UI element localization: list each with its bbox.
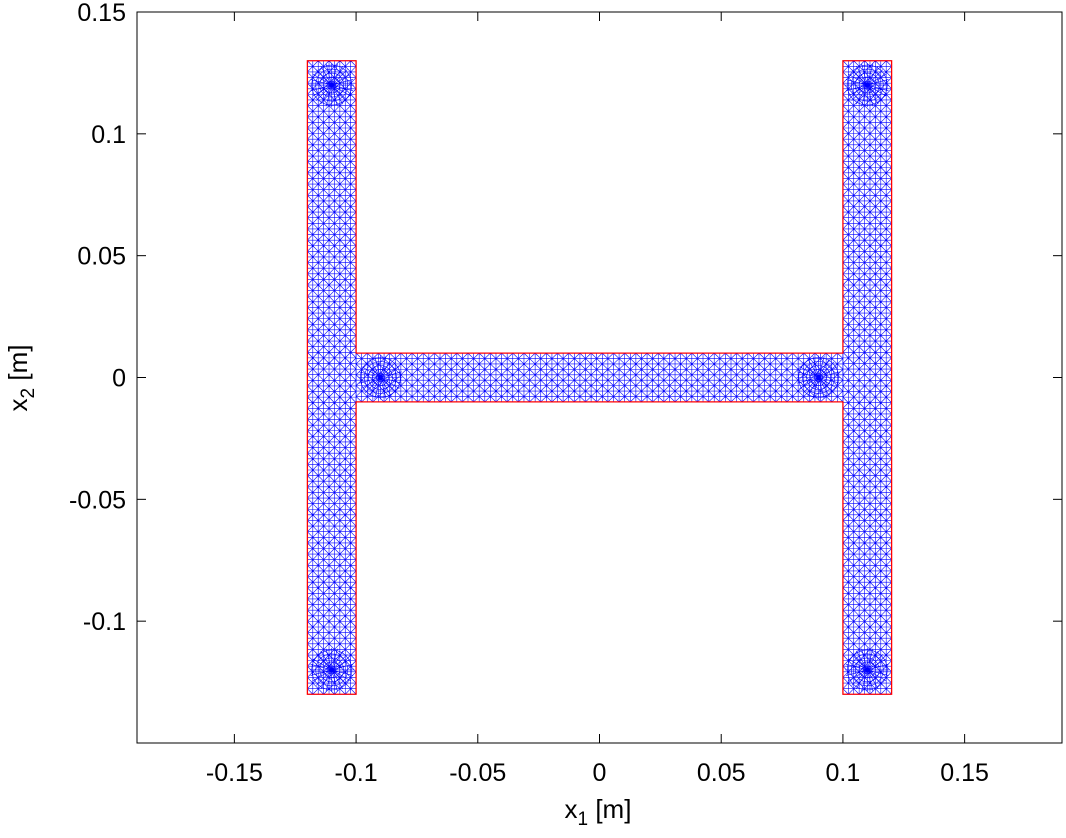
x-tick-label: 0.15 (940, 759, 989, 787)
mesh-refinement-4 (358, 355, 403, 400)
mesh-refinement-3 (845, 647, 890, 692)
y-axis-label: x2 [m] (3, 345, 39, 412)
mesh-refinement-1 (309, 647, 354, 692)
boundary-layer (306, 60, 893, 695)
mesh-refinement-0 (309, 63, 354, 108)
mesh-refinement-5 (796, 355, 841, 400)
y-tick-label: 0.05 (77, 243, 126, 271)
x-tick-label: -0.15 (206, 759, 263, 787)
y-tick-label: 0 (112, 365, 126, 393)
mesh-layer (307, 60, 892, 695)
x-tick-label: 0.1 (826, 759, 861, 787)
domain-boundary (306, 60, 893, 695)
y-tick-label: -0.1 (83, 608, 126, 636)
y-tick-label: 0.1 (91, 121, 126, 149)
x-tick-label: -0.05 (449, 759, 506, 787)
y-tick-label: -0.05 (69, 486, 126, 514)
y-tick-label: 0.15 (77, 0, 126, 27)
x-tick-label: 0 (593, 759, 607, 787)
x-axis-label: x1 [m] (565, 794, 632, 830)
tick-layer: -0.15 -0.1 -0.05 0 0.05 0.1 0.15 -0.1 -0.05 0 0.05… (69, 0, 1062, 787)
x-tick-label: -0.1 (335, 759, 378, 787)
x-tick-label: 0.05 (697, 759, 746, 787)
mesh-refinement-2 (845, 63, 890, 108)
